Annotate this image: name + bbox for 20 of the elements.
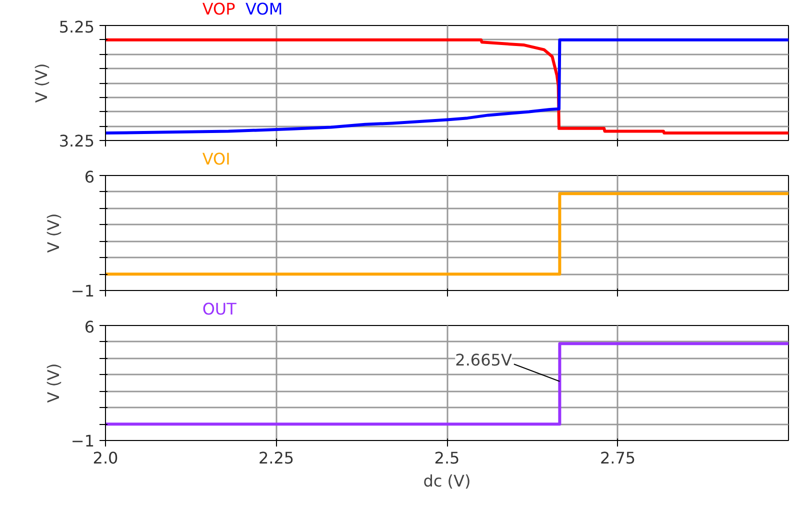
y-tick-label: −1	[70, 432, 95, 450]
text: OUT	[202, 300, 237, 318]
y-axis-title: V (V)	[32, 63, 51, 103]
y-axis-title: V (V)	[44, 213, 63, 253]
x-tick-label: 2.75	[600, 448, 636, 468]
annotation: 2.665V	[455, 350, 512, 370]
y-tick-label: 6	[84, 318, 95, 336]
y-axis-title: V (V)	[44, 363, 63, 403]
x-tick-label: 2.0	[92, 448, 118, 468]
y-tick-label: 5.25	[58, 18, 94, 36]
x-tick-label: 2.5	[434, 448, 460, 468]
line-series	[106, 38, 788, 135]
text: VOM	[246, 0, 283, 18]
x-axis-title: dc (V)	[423, 472, 471, 490]
y-tick-label: −1	[70, 282, 95, 300]
y-tick-label: 6	[84, 168, 95, 186]
series-label: VOP	[202, 0, 236, 18]
text: VOI	[202, 150, 230, 168]
y-tick-label: 3.25	[58, 132, 94, 150]
x-tick-label: 2.25	[258, 448, 294, 468]
